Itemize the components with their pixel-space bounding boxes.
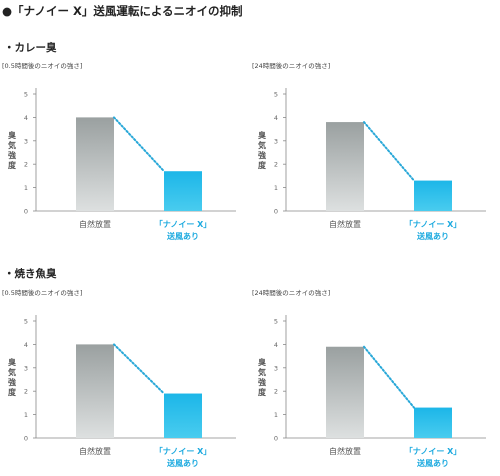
y-tick-label: 1 <box>274 184 278 192</box>
y-tick-label: 4 <box>24 341 28 349</box>
y-axis-label-char: 気 <box>8 367 16 377</box>
bar-natural <box>326 122 364 211</box>
y-tick-label: 5 <box>274 91 278 99</box>
y-tick-label: 4 <box>24 114 28 122</box>
category-label: 送風あり <box>166 231 199 241</box>
chart-caption: [0.5時間後のニオイの強さ] <box>2 289 83 297</box>
y-tick-label: 2 <box>274 161 278 169</box>
chart-fish-24h: [24時間後のニオイの強さ] 0 1 2 3 4 5 臭気強度自然放置 「ナノイー X」 送風あ… <box>252 287 492 468</box>
y-tick-label: 0 <box>24 208 28 216</box>
bar-nanoe <box>164 171 202 211</box>
category-label: 「ナノイー X」 <box>155 219 212 229</box>
bar-nanoe <box>164 393 202 438</box>
chart-curry-0-5h: [0.5時間後のニオイの強さ] 0 1 2 3 4 5 臭気強度自然放置 「ナノイー X」 送風… <box>2 60 242 241</box>
section-title-grilled-fish: ・焼き魚臭 <box>4 268 57 280</box>
chart-curry-24h: [24時間後のニオイの強さ] 0 1 2 3 4 5 臭気強度自然放置 「ナノイー X」 送風あ… <box>252 60 492 241</box>
bar-natural <box>76 117 114 211</box>
y-tick-label: 2 <box>274 388 278 396</box>
y-axis-label-char: 臭 <box>8 357 16 367</box>
category-label: 自然放置 <box>329 219 361 229</box>
chart-caption: [24時間後のニオイの強さ] <box>252 289 331 297</box>
y-axis-label-char: 度 <box>8 160 17 170</box>
bar-natural <box>326 346 364 438</box>
category-label: 「ナノイー X」 <box>155 446 212 456</box>
bar-nanoe <box>414 407 452 438</box>
y-tick-label: 3 <box>24 364 28 372</box>
category-label: 「ナノイー X」 <box>405 446 462 456</box>
y-tick-label: 5 <box>24 318 28 326</box>
y-axis-label-char: 強 <box>8 377 16 387</box>
category-label: 自然放置 <box>329 446 361 456</box>
category-label: 送風あり <box>416 458 449 468</box>
y-tick-label: 1 <box>24 411 28 419</box>
y-tick-label: 1 <box>24 184 28 192</box>
chart-caption: [24時間後のニオイの強さ] <box>252 62 331 70</box>
y-tick-label: 5 <box>274 318 278 326</box>
y-tick-label: 5 <box>24 91 28 99</box>
page-title: ●「ナノイー X」送風運転によるニオイの抑制 <box>2 4 243 18</box>
trend-dotted-line <box>363 345 415 409</box>
y-tick-label: 4 <box>274 114 278 122</box>
y-axis-label-char: 強 <box>8 150 16 160</box>
y-axis-label-char: 強 <box>258 377 266 387</box>
chart-caption: [0.5時間後のニオイの強さ] <box>2 62 83 70</box>
trend-dotted-line <box>113 343 165 395</box>
y-axis-label-char: 度 <box>8 387 17 397</box>
category-label: 「ナノイー X」 <box>405 219 462 229</box>
y-tick-label: 4 <box>274 341 278 349</box>
y-tick-label: 0 <box>274 435 278 443</box>
y-axis-label-char: 臭 <box>258 357 266 367</box>
y-axis-label-char: 度 <box>258 387 267 397</box>
y-tick-label: 2 <box>24 161 28 169</box>
y-tick-label: 0 <box>274 208 278 216</box>
y-tick-label: 3 <box>24 137 28 145</box>
category-label: 自然放置 <box>79 446 111 456</box>
y-tick-label: 3 <box>274 137 278 145</box>
category-label: 自然放置 <box>79 219 111 229</box>
y-axis-label-char: 臭 <box>258 130 266 140</box>
trend-dotted-line <box>113 116 165 173</box>
category-label: 送風あり <box>416 231 449 241</box>
bar-nanoe <box>414 180 452 211</box>
y-tick-label: 2 <box>24 388 28 396</box>
trend-dotted-line <box>363 121 415 182</box>
y-axis-label-char: 強 <box>258 150 266 160</box>
y-axis-label-char: 気 <box>258 367 266 377</box>
y-axis-label-char: 気 <box>8 140 16 150</box>
chart-fish-0-5h: [0.5時間後のニオイの強さ] 0 1 2 3 4 5 臭気強度自然放置 「ナノイー X」 送風… <box>2 287 242 468</box>
y-tick-label: 1 <box>274 411 278 419</box>
y-axis-label-char: 気 <box>258 140 266 150</box>
category-label: 送風あり <box>166 458 199 468</box>
bar-natural <box>76 344 114 438</box>
y-tick-label: 0 <box>24 435 28 443</box>
y-axis-label-char: 臭 <box>8 130 16 140</box>
y-axis-label-char: 度 <box>258 160 267 170</box>
section-title-curry: ・カレー臭 <box>4 42 57 54</box>
y-tick-label: 3 <box>274 364 278 372</box>
